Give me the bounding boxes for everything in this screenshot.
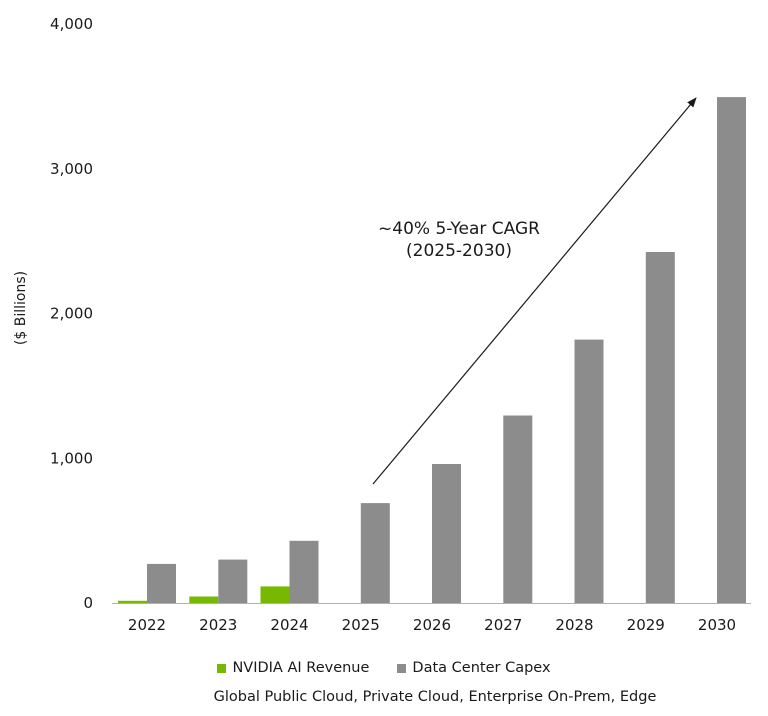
data-center-capex-bar: [574, 339, 604, 603]
y-tick-label: 4,000: [50, 15, 93, 33]
legend-label-nvidia: NVIDIA AI Revenue: [232, 660, 370, 676]
legend-item-capex: Data Center Capex: [397, 660, 551, 676]
legend-item-nvidia: NVIDIA AI Revenue: [217, 660, 369, 676]
y-tick-label: 3,000: [50, 160, 93, 178]
data-center-capex-bar: [503, 415, 533, 603]
data-center-capex-bar: [147, 563, 176, 603]
nvidia-ai-revenue-bar: [189, 596, 219, 603]
y-tick-label: 2,000: [50, 305, 93, 323]
nvidia-ai-revenue-bar: [118, 600, 147, 603]
cagr-arrow: [372, 97, 697, 485]
bars-group: [118, 97, 746, 603]
x-tick-label: 2023: [199, 616, 237, 634]
x-tick-label: 2027: [484, 616, 522, 634]
legend-label-capex: Data Center Capex: [412, 660, 551, 676]
x-tick-label: 2028: [555, 616, 593, 634]
x-tick-label: 2029: [627, 616, 665, 634]
x-tick-label: 2022: [128, 616, 166, 634]
data-center-capex-bar: [360, 503, 390, 603]
cagr-annotation-line1: ~40% 5-Year CAGR: [378, 219, 540, 239]
x-tick-label: 2030: [698, 616, 736, 634]
chart-subtitle: Global Public Cloud, Private Cloud, Ente…: [213, 689, 657, 705]
legend: NVIDIA AI Revenue Data Center Capex: [0, 660, 768, 676]
y-tick-label: 0: [83, 594, 93, 612]
x-tick-label: 2025: [342, 616, 380, 634]
data-center-capex-bar: [289, 540, 319, 603]
x-tick-label: 2026: [413, 616, 451, 634]
legend-swatch-capex: [397, 663, 407, 673]
y-axis-label: ($ Billions): [13, 271, 29, 345]
data-center-capex-bar: [645, 252, 675, 603]
y-tick-label: 1,000: [50, 449, 93, 467]
data-center-capex-bar: [432, 464, 461, 603]
y-axis-ticks: 0 1,000 2,000 3,000 4,000: [50, 15, 93, 612]
x-axis-ticks: 2022 2023 2024 2025 2026 2027 2028 2029 2030: [128, 616, 736, 634]
x-tick-label: 2024: [270, 616, 308, 634]
data-center-capex-bar: [218, 559, 248, 603]
data-center-capex-bar: [717, 97, 746, 603]
nvidia-ai-revenue-bar: [260, 586, 290, 603]
cagr-annotation-line2: (2025-2030): [406, 241, 512, 261]
legend-swatch-nvidia: [217, 663, 227, 673]
